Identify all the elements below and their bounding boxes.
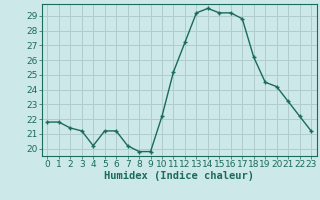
X-axis label: Humidex (Indice chaleur): Humidex (Indice chaleur) <box>104 171 254 181</box>
